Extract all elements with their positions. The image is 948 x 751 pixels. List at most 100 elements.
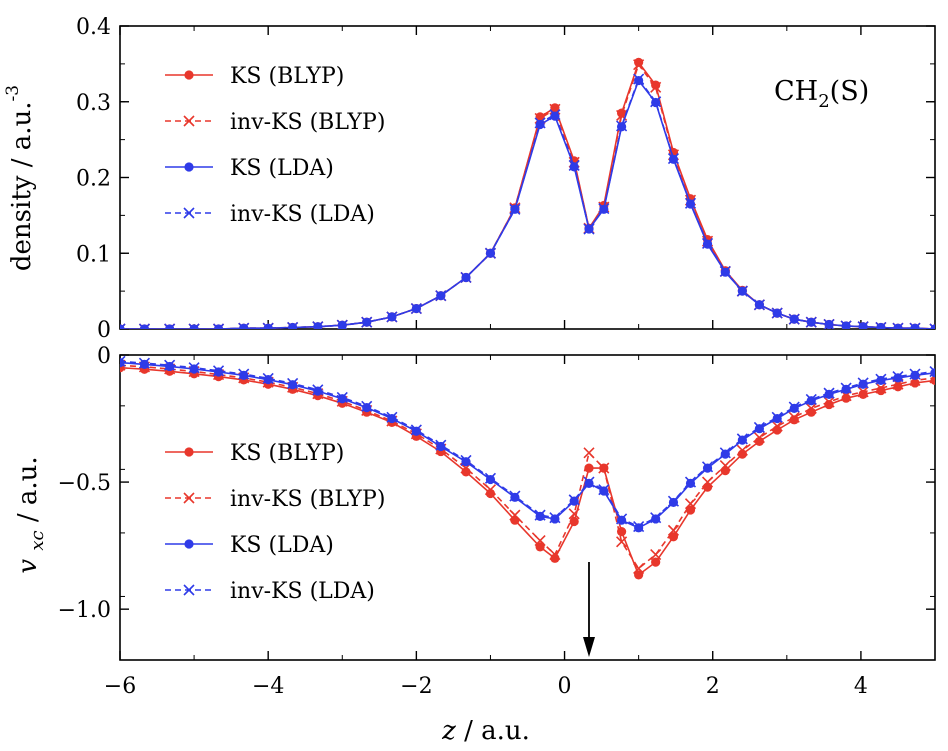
density-ytick-label: 0 — [97, 318, 111, 343]
density-point-inv-ks-lda — [484, 247, 497, 259]
density-ytick-label: 0.3 — [76, 91, 111, 116]
vxc-point-inv-ks-lda — [120, 355, 126, 367]
density-point-inv-ks-lda — [534, 117, 546, 129]
vxc-point-inv-ks-lda — [684, 476, 697, 488]
density-legend-label: inv-KS (BLYP) — [230, 110, 385, 135]
density-ytick-label: 0.4 — [76, 15, 111, 40]
vxc-point-inv-ks-blyp — [534, 534, 546, 547]
density-point-inv-ks-lda — [753, 299, 765, 311]
density-point-inv-ks-lda — [212, 323, 225, 329]
molecule-label-main: CH — [774, 76, 818, 107]
vxc-point-inv-ks-lda — [929, 365, 935, 378]
density-legend-item-inv-ks-lda: inv-KS (LDA) — [165, 202, 375, 227]
vxc-point-inv-ks-blyp — [616, 536, 628, 548]
vxc-point-ks-lda — [569, 496, 579, 506]
vxc-point-inv-ks-blyp — [568, 508, 580, 520]
density-ylabel-text: density / a.u. — [7, 101, 37, 271]
density-ticks: 0 0.1 0.2 0.3 0.4 — [76, 15, 936, 343]
vxc-point-inv-ks-lda — [805, 393, 817, 406]
vxc-point-inv-ks-lda — [460, 454, 472, 467]
vxc-point-ks-lda — [876, 375, 886, 386]
density-point-inv-ks-lda — [361, 316, 373, 328]
density-point-inv-ks-lda — [549, 109, 561, 121]
vxc-point-inv-ks-lda — [312, 384, 324, 396]
vxc-point-inv-ks-lda — [568, 494, 580, 506]
vxc-point-ks-lda — [910, 370, 920, 380]
density-point-inv-ks-lda — [667, 152, 680, 165]
vxc-point-inv-ks-lda — [435, 439, 447, 451]
vxc-point-ks-lda — [858, 379, 868, 389]
density-point-ks-blyp — [634, 57, 644, 67]
vxc-point-inv-ks-lda — [753, 421, 765, 434]
density-legend-swatch-marker — [184, 70, 194, 80]
vxc-point-ks-blyp — [651, 557, 661, 567]
density-point-inv-ks-lda — [583, 223, 595, 235]
vxc-point-ks-lda — [213, 367, 224, 377]
vxc-legend: KS (BLYP) inv-KS (BLYP) KS (LDA) inv-KS (LD… — [165, 441, 385, 604]
density-ytick-label: 0.2 — [76, 167, 111, 192]
vxc-point-inv-ks-lda — [771, 411, 783, 423]
density-point-inv-ks-lda — [788, 313, 800, 325]
density-point-inv-ks-lda — [857, 321, 869, 329]
molecule-label-tail: (S) — [830, 76, 870, 107]
density-point-inv-ks-lda — [719, 265, 731, 277]
vxc-point-inv-ks-lda — [875, 373, 887, 385]
x-axis-label: z / a.u. — [441, 716, 530, 746]
density-point-inv-ks-lda — [120, 323, 126, 329]
vxc-point-inv-ks-blyp — [736, 444, 748, 456]
x-tick-label: −2 — [400, 674, 432, 699]
vxc-point-ks-blyp — [634, 570, 644, 580]
svg-text:density / a.u.-3: density / a.u.-3 — [3, 85, 37, 271]
vxc-point-inv-ks-blyp — [633, 562, 645, 575]
vxc-point-inv-ks-blyp — [857, 386, 869, 398]
vxc-point-inv-ks-lda — [336, 391, 348, 404]
density-ytick-label: 0.1 — [76, 242, 111, 267]
vxc-point-ks-lda — [120, 358, 125, 368]
vxc-ylabel: v xc / a.u. — [13, 456, 48, 573]
vxc-ytick-label: −1.0 — [58, 598, 111, 623]
vxc-point-inv-ks-blyp — [583, 447, 595, 459]
density-point-inv-ks-lda — [616, 120, 628, 132]
vxc-legend-label: KS (LDA) — [230, 533, 334, 558]
density-point-inv-ks-lda — [509, 203, 521, 215]
vxc-point-inv-ks-lda — [633, 520, 645, 533]
density-legend-label: KS (LDA) — [230, 156, 334, 181]
x-tick-label: 0 — [558, 674, 572, 699]
vxc-point-inv-ks-lda — [534, 509, 546, 521]
density-legend-label: KS (BLYP) — [230, 64, 344, 89]
vxc-point-inv-ks-lda — [701, 461, 714, 473]
density-series-inv-ks-lda — [120, 73, 935, 329]
density-point-ks-lda — [165, 324, 175, 329]
x-tick-label: −4 — [252, 674, 284, 699]
molecule-label-sub: 2 — [818, 91, 829, 112]
density-legend-swatch-marker — [184, 162, 194, 172]
density-point-inv-ks-lda — [435, 290, 447, 302]
vxc-legend-label: inv-KS (LDA) — [230, 579, 375, 604]
density-point-inv-ks-lda — [650, 96, 662, 108]
vxc-legend-swatch-marker — [184, 447, 194, 457]
vxc-ylabel-subscript: xc — [27, 530, 48, 550]
density-point-inv-ks-lda — [287, 321, 299, 329]
panel-density: 0 0.1 0.2 0.3 0.4 density / a.u.-3 CH2(S) KS… — [3, 15, 936, 343]
density-point-ks-blyp — [535, 112, 545, 122]
vxc-point-inv-ks-blyp — [719, 459, 731, 472]
density-ylabel: density / a.u.-3 — [3, 85, 37, 271]
vxc-point-ks-lda — [263, 375, 273, 385]
vxc-point-inv-ks-lda — [138, 357, 151, 369]
density-point-inv-ks-lda — [633, 73, 645, 85]
vxc-point-ks-lda — [720, 449, 730, 459]
vxc-point-inv-ks-lda — [386, 411, 398, 423]
vxc-legend-item-inv-ks-lda: inv-KS (LDA) — [165, 579, 375, 604]
vxc-point-ks-lda — [668, 497, 679, 508]
vxc-point-ks-lda — [165, 361, 175, 372]
density-legend-item-ks-lda: KS (LDA) — [165, 156, 334, 181]
vxc-point-ks-lda — [616, 515, 627, 525]
density-point-ks-lda — [139, 324, 150, 329]
vxc-ytick-label: 0 — [97, 344, 111, 369]
vxc-point-ks-blyp — [584, 463, 594, 473]
panel-vxc: 0−0.5−1.0−6 −4 −2 0 2 4 v xc / a.u. z / a.u. … — [13, 344, 936, 746]
vxc-point-ks-lda — [139, 359, 150, 370]
density-point-inv-ks-lda — [568, 159, 580, 171]
density-legend-swatch-marker — [183, 207, 195, 219]
x-tick-label: 2 — [706, 674, 720, 699]
